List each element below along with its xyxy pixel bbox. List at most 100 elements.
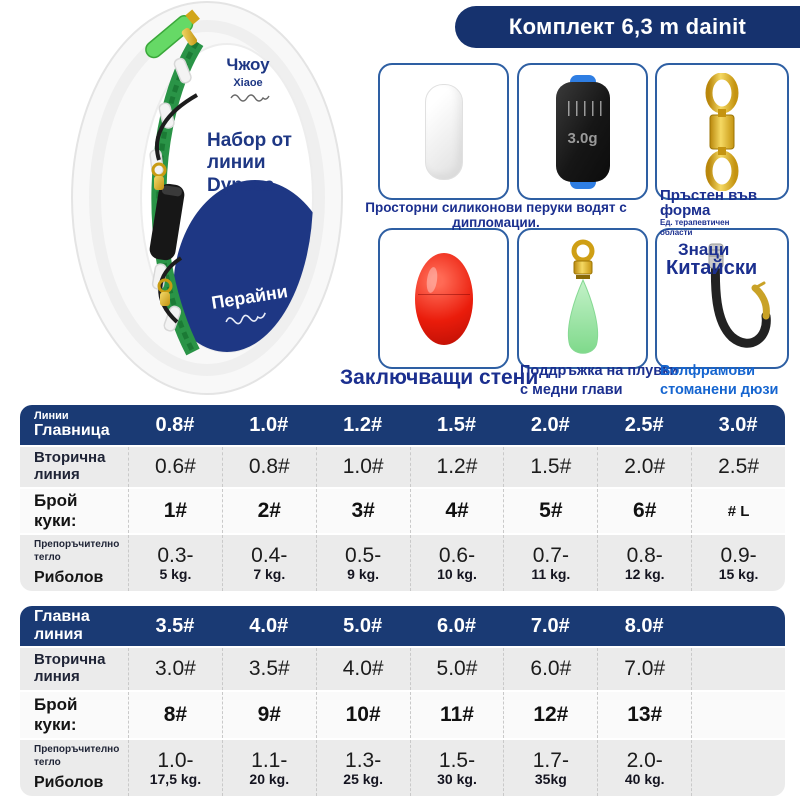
table-cell: 6# — [597, 489, 691, 533]
product-box-lead-weight: 3.0g — [517, 63, 648, 200]
table-cell: 0.7- 11 kg. — [503, 535, 597, 591]
spec-table-1: Линии Главница 0.8# 1.0# 1.2# 1.5# 2.0# … — [20, 405, 785, 593]
table-cell: 0.6- 10 kg. — [409, 535, 504, 591]
product-box-red-float — [378, 228, 509, 369]
spool-title-line3: Dyneaa — [207, 175, 275, 196]
float-seat-image — [567, 239, 598, 354]
gold-swivels — [151, 27, 198, 306]
barrel-swivel-image — [705, 72, 739, 191]
table-cell: 2.5# — [624, 413, 664, 436]
table-cell: 6.0# — [437, 614, 476, 637]
table2-weight-row: Препоръчително тегло Риболов 1.0- 17,5 kg… — [20, 740, 785, 796]
table-cell: 1.5# — [503, 447, 597, 487]
table-cell: 1.5- 30 kg. — [409, 740, 504, 796]
table2-hooks-row: Брой куки: 8# 9# 10# 11# 12# 13# — [20, 692, 785, 738]
table-cell: 5.0# — [343, 614, 383, 637]
fishing-hook-image — [708, 243, 771, 348]
spool-title-line2: линии — [207, 152, 266, 173]
table-cell: 0.8# — [221, 447, 316, 487]
caption-swivel-small2: области — [660, 228, 693, 238]
signature-scribble — [230, 94, 270, 102]
table-cell: 1.2# — [409, 447, 504, 487]
weight-body: 3.0g — [555, 81, 610, 182]
table-cell: 1.0# — [249, 413, 289, 436]
product-box-fishing-hook — [655, 228, 789, 369]
product-box-barrel-swivel — [655, 63, 789, 200]
lead-weight-image: 3.0g — [552, 74, 614, 189]
table-cell: 4.0# — [249, 614, 289, 637]
table2-weight-label: Препоръчително тегло Риболов — [34, 744, 120, 792]
table2-hooks-label: Брой куки: — [34, 695, 78, 734]
table-cell: 1.7- 35kg — [503, 740, 597, 796]
caption-float-support: Поддръжка на плувки с медни глави — [520, 363, 679, 398]
table1-header-row: Линии Главница 0.8# 1.0# 1.2# 1.5# 2.0# … — [20, 405, 785, 445]
table2-secondary-row: Вторична линия 3.0# 3.5# 4.0# 5.0# 6.0# … — [20, 648, 785, 690]
table2-secondary-label: Вторична линия — [34, 651, 106, 685]
table-cell: 6.0# — [503, 648, 597, 690]
table2-header-row: Главна линия 3.5# 4.0# 5.0# 6.0# 7.0# 8.… — [20, 606, 785, 646]
label-scribble — [225, 312, 266, 325]
table-cell: 0.5- 9 kg. — [315, 535, 410, 591]
table1-header-label: Линии Главница — [34, 409, 110, 440]
table-cell: 0.6# — [128, 447, 222, 487]
table1-hooks-label: Брой куки: — [34, 491, 78, 530]
table-cell: 7.0# — [597, 648, 691, 690]
weight-tick-marks — [567, 100, 604, 116]
table-cell: 4# — [409, 489, 504, 533]
red-float-image — [414, 252, 473, 345]
hook-wire-upper — [155, 93, 198, 161]
table-cell: 1.5# — [437, 413, 476, 436]
table-cell: 2.0# — [530, 413, 570, 436]
caption-swivel-big1: Знаци — [678, 239, 730, 259]
table-cell: 8# — [128, 692, 222, 738]
table2-header-label: Главна линия — [34, 608, 90, 643]
caption-swivel-block: Пръстен във форма Ед. терапевтичен облас… — [660, 188, 795, 278]
table-cell: 1.0# — [315, 447, 410, 487]
caption-swivel-big2: Китайски — [666, 256, 758, 279]
table-cell: 0.8- 12 kg. — [597, 535, 691, 591]
table-cell: 1.1- 20 kg. — [221, 740, 316, 796]
table1-secondary-label: Вторична линия — [34, 449, 106, 483]
table-cell: 3.5# — [155, 614, 195, 637]
table-cell: 7.0# — [530, 614, 570, 637]
table-cell: 13# — [597, 692, 691, 738]
table-cell: 0.8# — [155, 413, 195, 436]
table-cell: 4.0# — [315, 648, 410, 690]
spec-table-2: Главна линия 3.5# 4.0# 5.0# 6.0# 7.0# 8.… — [20, 606, 785, 798]
kit-banner-label: Комплект 6,3 m dainit — [508, 14, 747, 39]
table1-secondary-row: Вторична линия 0.6# 0.8# 1.0# 1.2# 1.5# … — [20, 447, 785, 487]
table-cell: 3.5# — [221, 648, 316, 690]
silicone-capsule-image — [424, 83, 463, 180]
table-cell: 1.2# — [343, 413, 383, 436]
table-cell: 5# — [503, 489, 597, 533]
table-cell: 2.0- 40 kg. — [597, 740, 691, 796]
table-cell: 12# — [503, 692, 597, 738]
table-cell: 1.0- 17,5 kg. — [128, 740, 222, 796]
spool-brand-line1: Чжоу — [226, 55, 270, 74]
caption-swivel-line1: Пръстен във — [660, 187, 758, 204]
table-cell: 3.0# — [718, 413, 758, 436]
table-cell: 2# — [221, 489, 316, 533]
table-cell: 10# — [315, 692, 410, 738]
table-cell — [691, 648, 785, 690]
table1-weight-label: Препоръчително тегло Риболов — [34, 539, 120, 587]
line-spool-photo: Чжоу Xiaoe Набор от линии Dyneaa Перайни — [71, 1, 343, 395]
table-cell: 8.0# — [624, 614, 664, 637]
table-cell — [691, 740, 785, 796]
caption-tungsten-nozzles: Волфрамови стоманени дюзи — [660, 363, 779, 398]
table-cell — [691, 606, 785, 646]
table1-weight-row: Препоръчително тегло Риболов 0.3- 5 kg. 0… — [20, 535, 785, 591]
caption-swivel-small1: Ед. терапевтичен — [660, 218, 730, 227]
glow-stick — [145, 9, 200, 59]
table-cell: # L — [691, 489, 785, 533]
table-cell: 2.0# — [597, 447, 691, 487]
weight-grams-label: 3.0g — [567, 130, 598, 147]
table-cell: 0.3- 5 kg. — [128, 535, 222, 591]
caption-locking-walls: Заключващи стени — [340, 366, 539, 389]
product-box-float-seat — [517, 228, 648, 369]
product-box-silicone-float — [378, 63, 509, 200]
table-cell: 9# — [221, 692, 316, 738]
kit-banner: Комплект 6,3 m dainit — [455, 6, 800, 48]
spool-brand-line2: Xiaoe — [233, 77, 262, 89]
